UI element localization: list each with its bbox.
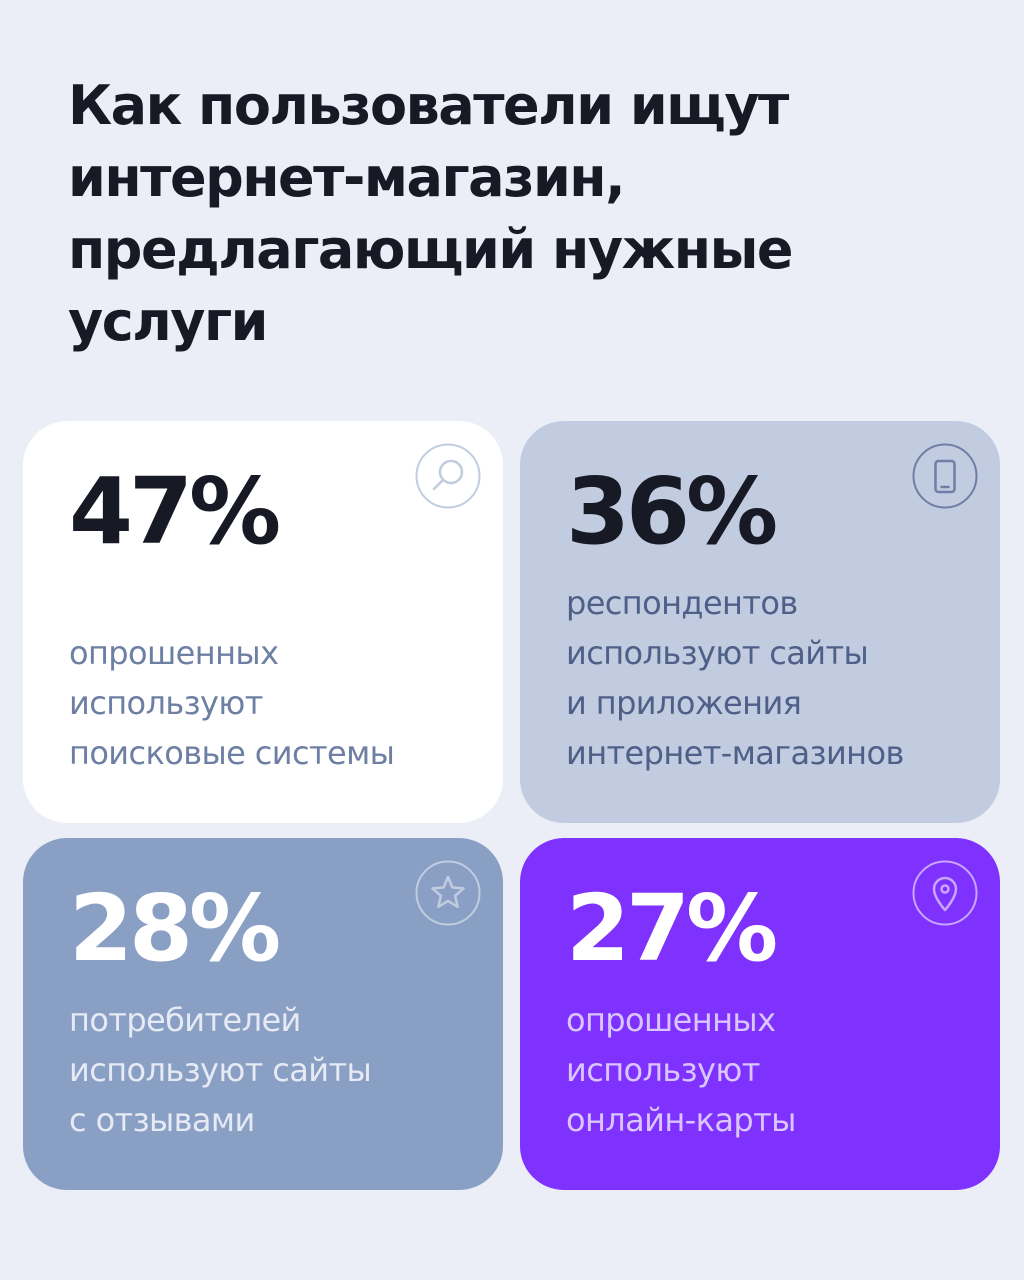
stat-card-search-engines: 47% опрошенных используют поисковые сист… bbox=[23, 421, 503, 823]
stat-description: опрошенных используют поисковые системы bbox=[69, 628, 395, 778]
stat-value: 27% bbox=[566, 875, 778, 982]
stat-value: 47% bbox=[69, 458, 281, 565]
title-line: интернет-магазин, bbox=[68, 146, 626, 209]
stat-card-review-sites: 28% потребителей используют сайты с отзы… bbox=[23, 838, 503, 1190]
stat-description-line: онлайн-карты bbox=[566, 1101, 796, 1139]
stat-description: потребителей используют сайты с отзывами bbox=[69, 995, 372, 1145]
stat-description-line: опрошенных bbox=[69, 634, 279, 672]
stat-description: респондентов используют сайты и приложен… bbox=[566, 578, 904, 778]
stat-description-line: с отзывами bbox=[69, 1101, 255, 1139]
star-icon bbox=[415, 860, 481, 926]
stat-description-line: респондентов bbox=[566, 584, 798, 622]
title-line: предлагающий нужные bbox=[68, 218, 794, 281]
location-pin-icon bbox=[912, 860, 978, 926]
stat-value: 28% bbox=[69, 875, 281, 982]
stat-card-shop-sites: 36% респондентов используют сайты и прил… bbox=[520, 421, 1000, 823]
stat-description-line: используют bbox=[69, 684, 263, 722]
title-line: Как пользователи ищут bbox=[68, 74, 789, 137]
smartphone-icon bbox=[912, 443, 978, 509]
stat-description-line: и приложения bbox=[566, 684, 802, 722]
stat-card-online-maps: 27% опрошенных используют онлайн-карты bbox=[520, 838, 1000, 1190]
stat-description-line: используют bbox=[566, 1051, 760, 1089]
stat-description-line: используют сайты bbox=[566, 634, 869, 672]
stat-description-line: используют сайты bbox=[69, 1051, 372, 1089]
page-title: Как пользователи ищут интернет-магазин, … bbox=[68, 70, 968, 358]
stat-description: опрошенных используют онлайн-карты bbox=[566, 995, 796, 1145]
title-line: услуги bbox=[68, 290, 269, 353]
stat-description-line: опрошенных bbox=[566, 1001, 776, 1039]
search-icon bbox=[415, 443, 481, 509]
stat-description-line: потребителей bbox=[69, 1001, 301, 1039]
stat-value: 36% bbox=[566, 458, 778, 565]
stat-description-line: поисковые системы bbox=[69, 734, 395, 772]
stat-description-line: интернет-магазинов bbox=[566, 734, 904, 772]
